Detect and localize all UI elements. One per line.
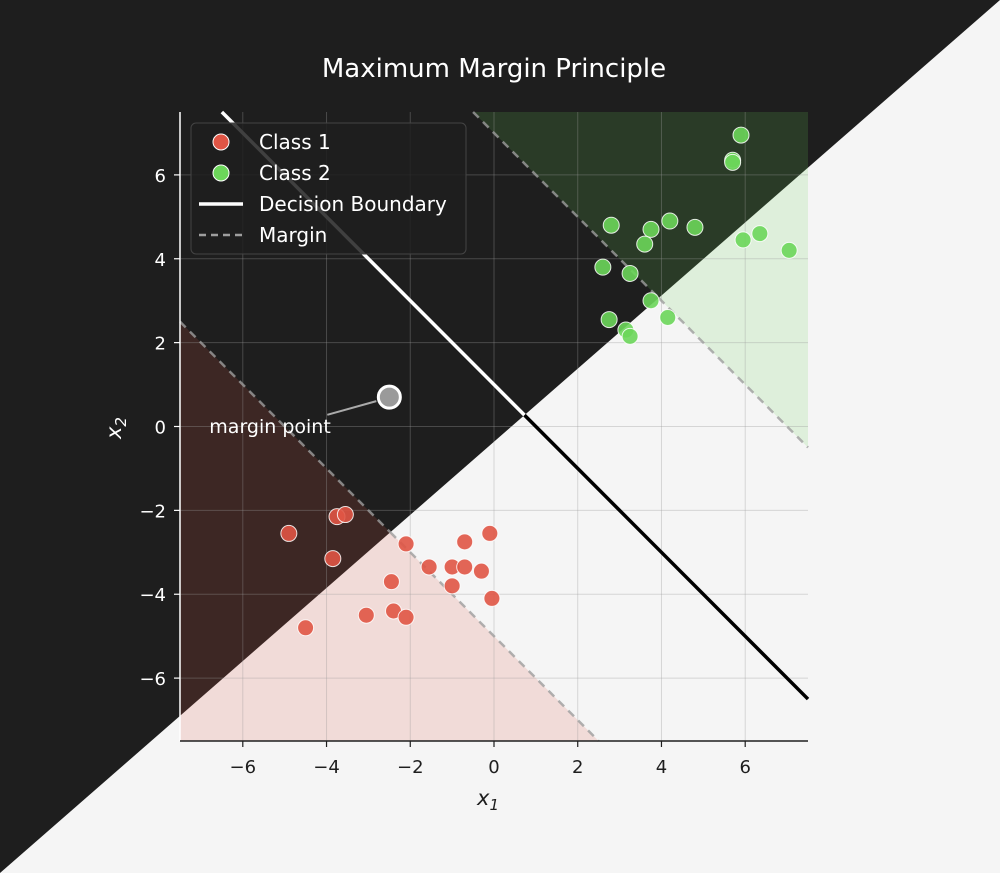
y-tick-label: 4: [155, 250, 166, 271]
class1-point: [481, 524, 499, 542]
class1-point: [336, 506, 354, 524]
class1-point: [456, 558, 474, 576]
class1-point: [382, 573, 400, 591]
class1-point: [357, 606, 375, 624]
class2-point: [732, 126, 750, 144]
y-tick-label: 6: [155, 166, 166, 187]
x-tick-label: −4: [313, 757, 340, 778]
class2-point: [600, 311, 618, 329]
class2-point: [751, 225, 769, 243]
margin-point-annotation: margin point: [209, 384, 402, 438]
decision-boundary-line: [523, 413, 810, 701]
class2-point: [661, 212, 679, 230]
data-points: [280, 126, 798, 637]
x-axis-title-main: x: [476, 786, 490, 810]
x-axis-title-subscript: 1: [489, 796, 499, 814]
class1-point: [297, 619, 315, 637]
margin-point-marker: [376, 384, 402, 410]
x-tick-label: 2: [572, 757, 583, 778]
x-tick-label: 0: [488, 757, 499, 778]
class1-point: [397, 535, 415, 553]
class2-point: [602, 216, 620, 234]
y-tick-label: 0: [155, 418, 166, 439]
margin-line-class2: [472, 111, 660, 299]
class1-point: [280, 524, 298, 542]
legend-class2-label: Class 2: [259, 161, 331, 185]
y-axis-title: x2: [102, 417, 130, 440]
class2-point: [686, 218, 704, 236]
class1-point: [420, 558, 438, 576]
legend: Class 1 Class 2 Decision Boundary Margin: [190, 122, 467, 255]
chart-title: Maximum Margin Principle: [322, 54, 666, 84]
class2-point: [594, 258, 612, 276]
tick-labels: −6 −4 −2 0 2 4 6 −6 −4 −2 0 2 4 6: [139, 166, 750, 778]
x-axis-title: x1: [476, 786, 499, 814]
class2-point: [724, 153, 742, 171]
class1-point: [324, 550, 342, 568]
legend-class1-label: Class 1: [259, 130, 331, 154]
annotation-text: margin point: [209, 416, 331, 438]
class1-point: [456, 533, 474, 551]
x-tick-label: −6: [230, 757, 257, 778]
class2-point: [642, 220, 660, 238]
class1-point: [472, 562, 490, 580]
class2-point: [734, 231, 752, 249]
class2-region: [473, 112, 808, 448]
y-tick-label: −2: [139, 501, 166, 522]
annotation-arrow: [327, 400, 377, 416]
class2-point: [621, 264, 639, 282]
class1-point: [397, 608, 415, 626]
class2-point: [659, 308, 677, 326]
class1-point: [483, 589, 501, 607]
class1-point: [443, 577, 461, 595]
x-tick-label: 4: [656, 757, 667, 778]
margin-line-class2: [657, 297, 809, 449]
legend-margin-label: Margin: [259, 223, 327, 247]
x-tick-label: 6: [739, 757, 750, 778]
margin-line-class1: [179, 320, 392, 534]
y-tick-label: −4: [139, 585, 166, 606]
legend-class2-marker: [212, 164, 230, 182]
class2-point: [642, 292, 660, 310]
class2-point: [621, 327, 639, 345]
y-axis-title-subscript: 2: [112, 417, 130, 427]
x-tick-label: −2: [397, 757, 424, 778]
class2-point: [780, 241, 798, 259]
legend-box: [190, 122, 467, 255]
y-axis-title-main: x: [102, 426, 126, 440]
y-tick-label: 2: [155, 334, 166, 355]
legend-class1-marker: [212, 133, 230, 151]
class2-point: [636, 235, 654, 253]
y-tick-label: −6: [139, 669, 166, 690]
legend-boundary-label: Decision Boundary: [259, 192, 447, 216]
